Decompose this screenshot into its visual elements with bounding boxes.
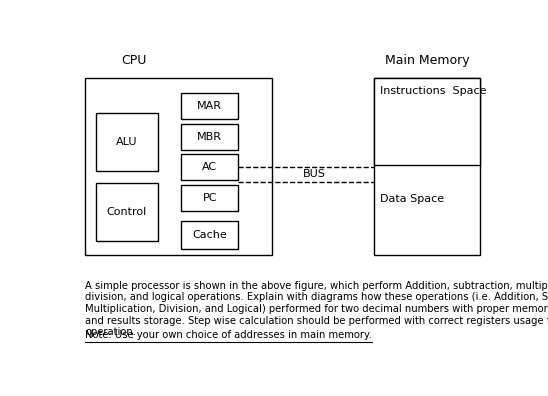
Text: CPU: CPU xyxy=(122,54,147,67)
FancyBboxPatch shape xyxy=(181,154,238,180)
Text: Control: Control xyxy=(107,207,147,217)
FancyBboxPatch shape xyxy=(374,78,481,255)
Text: MBR: MBR xyxy=(197,132,222,142)
Text: MAR: MAR xyxy=(197,101,222,111)
Text: BUS: BUS xyxy=(302,169,326,179)
Text: Instructions  Space: Instructions Space xyxy=(380,86,486,96)
Text: A simple processor is shown in the above figure, which perform Addition, subtrac: A simple processor is shown in the above… xyxy=(85,281,548,337)
Text: AC: AC xyxy=(202,162,217,172)
FancyBboxPatch shape xyxy=(181,185,238,211)
FancyBboxPatch shape xyxy=(374,78,481,165)
Text: Main Memory: Main Memory xyxy=(385,54,470,67)
Text: ALU: ALU xyxy=(116,137,138,147)
Text: Data Space: Data Space xyxy=(380,194,444,204)
Text: Cache: Cache xyxy=(192,230,227,240)
Text: PC: PC xyxy=(202,193,217,203)
Text: Note: Use your own choice of addresses in main memory.: Note: Use your own choice of addresses i… xyxy=(85,330,372,340)
FancyBboxPatch shape xyxy=(96,183,158,241)
FancyBboxPatch shape xyxy=(85,78,272,255)
FancyBboxPatch shape xyxy=(96,113,158,171)
FancyBboxPatch shape xyxy=(181,221,238,249)
FancyBboxPatch shape xyxy=(181,93,238,119)
FancyBboxPatch shape xyxy=(181,124,238,150)
